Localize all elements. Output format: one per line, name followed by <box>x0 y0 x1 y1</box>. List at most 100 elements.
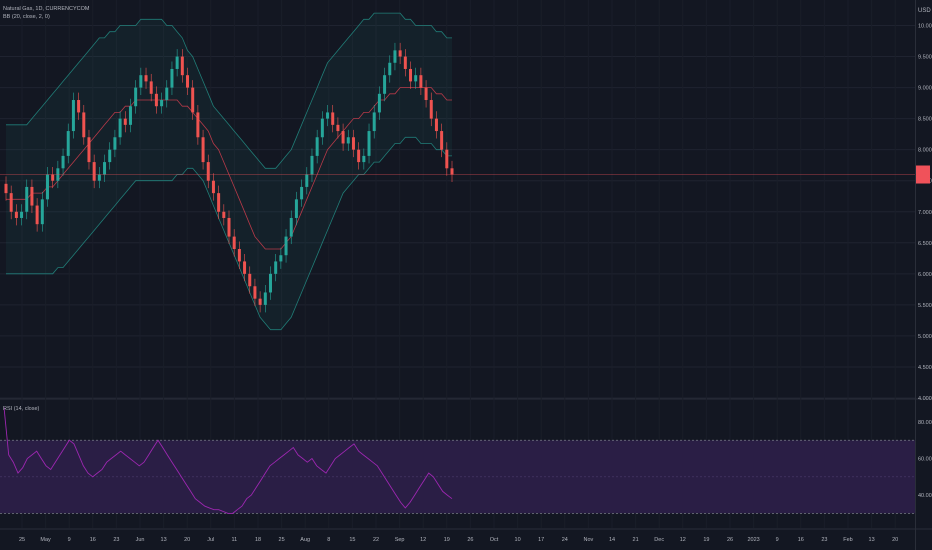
candle-body <box>25 186 29 212</box>
candle-body <box>186 75 190 88</box>
candle-body <box>217 193 221 212</box>
time-tick-label: Dec <box>654 537 664 543</box>
price-tick-label: 10.000 <box>918 24 932 30</box>
rsi-pane <box>0 407 915 514</box>
time-tick-label: 18 <box>255 537 261 543</box>
rsi-legend[interactable]: RSI (14, close) <box>3 405 39 413</box>
candle-body <box>434 118 438 132</box>
candle-body <box>341 131 345 144</box>
rsi-line <box>3 407 453 514</box>
bb-upper-line <box>6 12 452 169</box>
time-tick-label: 25 <box>279 537 285 543</box>
time-tick-label: 12 <box>420 537 426 543</box>
candle-body <box>14 211 18 218</box>
rsi-tick-label: 80.00 <box>918 420 932 426</box>
time-tick-label: Feb <box>843 537 852 543</box>
candle-body <box>258 298 262 305</box>
time-tick-label: 14 <box>609 537 615 543</box>
candle-body <box>35 205 39 225</box>
time-tick-label: 16 <box>90 537 96 543</box>
price-axis[interactable]: 10.0009.5009.0008.5008.0007.5007.0006.50… <box>916 24 932 500</box>
time-tick-label: 11 <box>232 537 238 543</box>
price-tick-label: 6.000 <box>918 272 932 278</box>
rsi-tick-label: 60.00 <box>918 457 932 463</box>
time-tick-label: 20 <box>184 537 190 543</box>
candle-body <box>253 286 257 299</box>
candle-body <box>440 131 444 150</box>
candle-body <box>144 75 148 82</box>
candle-body <box>134 87 138 107</box>
candle-body <box>71 100 75 132</box>
candle-body <box>403 56 407 69</box>
time-tick-label: May <box>40 537 51 543</box>
candle-body <box>77 100 81 113</box>
time-tick-label: 9 <box>68 537 71 543</box>
candle-body <box>149 81 153 94</box>
candle-body <box>429 100 433 119</box>
currency-label: USD <box>918 8 931 14</box>
indicator-legend[interactable]: BB (20, close, 2, 0) <box>3 13 50 21</box>
price-tick-label: 5.500 <box>918 303 932 309</box>
time-tick-label: 21 <box>633 537 639 543</box>
time-tick-label: 13 <box>869 537 875 543</box>
time-tick-label: 23 <box>821 537 827 543</box>
candle-body <box>331 112 335 125</box>
candle-body <box>118 118 122 138</box>
price-tick-label: 7.000 <box>918 210 932 216</box>
candle-body <box>232 236 236 250</box>
candle-body <box>160 100 164 107</box>
time-axis[interactable]: 25 May 9 16 23 Jun 13 20 Jul 11 18 25 Aug 8 15 22 Sep 12 1… <box>19 537 898 543</box>
time-tick-label: 24 <box>562 537 568 543</box>
candle-body <box>51 174 55 181</box>
time-tick-label: 13 <box>161 537 167 543</box>
candle-body <box>165 87 169 101</box>
time-tick-label: 10 <box>515 537 521 543</box>
candle-body <box>9 193 13 212</box>
price-tick-label: 8.000 <box>918 148 932 154</box>
candle-body <box>274 261 278 274</box>
candle-body <box>279 255 283 262</box>
price-tick-label: 6.500 <box>918 241 932 247</box>
time-tick-label: 15 <box>349 537 355 543</box>
candle-body <box>346 137 350 144</box>
candle-body <box>103 162 107 175</box>
candle-body <box>315 137 319 156</box>
time-tick-label: 17 <box>538 537 544 543</box>
price-candles <box>0 42 915 313</box>
candle-body <box>393 50 397 63</box>
candle-body <box>45 174 49 200</box>
candle-body <box>372 112 376 132</box>
candle-body <box>170 68 174 88</box>
candle-body <box>196 112 200 138</box>
candle-body <box>310 155 314 175</box>
candle-body <box>123 118 127 125</box>
candle-body <box>351 137 355 150</box>
candle-body <box>300 186 304 200</box>
time-tick-label: 26 <box>727 537 733 543</box>
candle-body <box>108 149 112 163</box>
time-tick-label: 25 <box>19 537 25 543</box>
symbol-legend[interactable]: Natural Gas, 1D, CURRENCYCOM <box>3 5 90 13</box>
time-tick-label: 22 <box>373 537 379 543</box>
last-price-badge <box>916 165 930 184</box>
candle-body <box>92 162 96 181</box>
bb-indicator-title: BB (20, close, 2, 0) <box>3 14 50 20</box>
candle-body <box>66 131 70 156</box>
candle-body <box>201 137 205 163</box>
rsi-tick-label: 40.00 <box>918 493 932 499</box>
candle-body <box>191 87 195 113</box>
time-tick-label: Oct <box>490 537 499 543</box>
time-tick-label: 20 <box>892 537 898 543</box>
candle-body <box>450 168 454 175</box>
candle-body <box>398 50 402 57</box>
time-tick-label: 12 <box>680 537 686 543</box>
candle-body <box>30 186 34 206</box>
candle-body <box>409 68 413 82</box>
time-tick-label: 26 <box>467 537 473 543</box>
candle-body <box>206 162 210 181</box>
price-tick-label: 5.000 <box>918 334 932 340</box>
candle-body <box>357 149 361 163</box>
candle-body <box>362 155 366 163</box>
time-tick-label: 8 <box>327 537 330 543</box>
